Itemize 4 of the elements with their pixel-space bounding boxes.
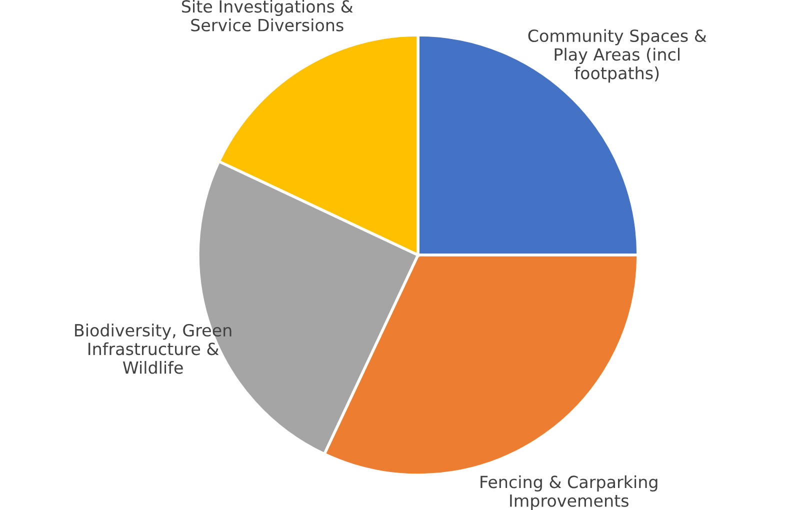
slice-label: Fencing & Carparking Improvements [480, 475, 658, 510]
slice-label: Community Spaces & Play Areas (incl footpaths) [528, 29, 706, 83]
slice-label: Site Investigations & Service Diversions [182, 0, 353, 32]
slice-label: Biodiversity, Green Infrastructure & Wildlife [75, 324, 232, 374]
